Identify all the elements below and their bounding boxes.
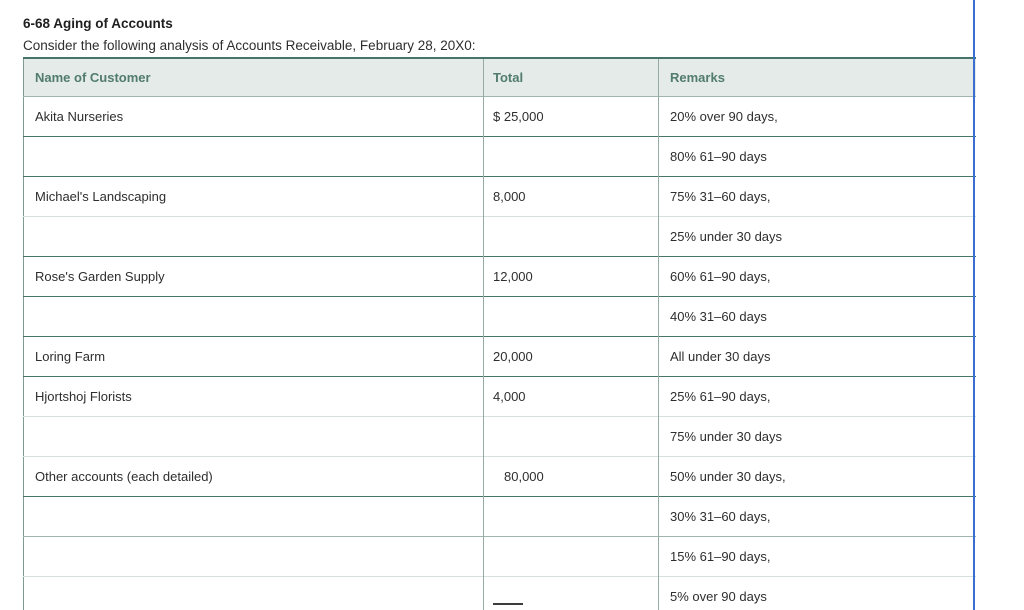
total-cell (483, 136, 659, 176)
table-row: Hjortshoj Florists 4,000 25% 61–90 days, (23, 376, 976, 416)
total-cell (483, 496, 659, 536)
remarks-cell: 75% under 30 days (658, 416, 976, 456)
customer-name-cell: Loring Farm (23, 336, 484, 376)
remarks-cell: 5% over 90 days (658, 576, 976, 610)
table-header-row: Name of Customer Total Remarks (23, 58, 976, 96)
remarks-cell: 30% 31–60 days, (658, 496, 976, 536)
table-row: Rose's Garden Supply 12,000 60% 61–90 da… (23, 256, 976, 296)
column-header-remarks: Remarks (658, 58, 976, 96)
customer-name-cell: Rose's Garden Supply (23, 256, 484, 296)
total-cell (483, 416, 659, 456)
customer-name-cell (23, 496, 484, 536)
table-row: Michael's Landscaping 8,000 75% 31–60 da… (23, 176, 976, 216)
page-subtitle: Consider the following analysis of Accou… (23, 38, 476, 53)
remarks-cell: 80% 61–90 days (658, 136, 976, 176)
total-cell: 12,000 (483, 256, 659, 296)
customer-name-cell (23, 536, 484, 576)
accounts-receivable-table: Name of Customer Total Remarks Akita Nur… (23, 57, 976, 610)
total-cell: 8,000 (483, 176, 659, 216)
table-row: 75% under 30 days (23, 416, 976, 456)
remarks-cell: 40% 31–60 days (658, 296, 976, 336)
table-row: Akita Nurseries $ 25,000 20% over 90 day… (23, 96, 976, 136)
remarks-cell: All under 30 days (658, 336, 976, 376)
customer-name-cell (23, 296, 484, 336)
remarks-cell: 25% 61–90 days, (658, 376, 976, 416)
total-cell: 80,000 (483, 456, 659, 496)
table-row: Loring Farm 20,000 All under 30 days (23, 336, 976, 376)
remarks-cell: 20% over 90 days, (658, 96, 976, 136)
customer-name-cell (23, 136, 484, 176)
remarks-cell: 25% under 30 days (658, 216, 976, 256)
page-title: 6-68 Aging of Accounts (23, 16, 173, 31)
customer-name-cell (23, 416, 484, 456)
container-right-border (973, 0, 975, 610)
table-row: 80% 61–90 days (23, 136, 976, 176)
customer-name-cell: Michael's Landscaping (23, 176, 484, 216)
remarks-cell: 75% 31–60 days, (658, 176, 976, 216)
customer-name-cell: Other accounts (each detailed) (23, 456, 484, 496)
remarks-cell: 60% 61–90 days, (658, 256, 976, 296)
table-row: 5% over 90 days (23, 576, 976, 610)
total-cell (483, 576, 659, 610)
total-cell (483, 536, 659, 576)
table-row: 15% 61–90 days, (23, 536, 976, 576)
column-header-total: Total (483, 58, 659, 96)
total-cell: 20,000 (483, 336, 659, 376)
total-cell (483, 216, 659, 256)
column-header-name-of-customer: Name of Customer (23, 58, 484, 96)
customer-name-cell (23, 216, 484, 256)
table-row: 40% 31–60 days (23, 296, 976, 336)
customer-name-cell: Hjortshoj Florists (23, 376, 484, 416)
total-cell: $ 25,000 (483, 96, 659, 136)
customer-name-cell (23, 576, 484, 610)
remarks-cell: 50% under 30 days, (658, 456, 976, 496)
table-row: Other accounts (each detailed) 80,000 50… (23, 456, 976, 496)
table-row: 30% 31–60 days, (23, 496, 976, 536)
total-cell (483, 296, 659, 336)
total-cell: 4,000 (483, 376, 659, 416)
total-sum-underline (493, 588, 523, 605)
remarks-cell: 15% 61–90 days, (658, 536, 976, 576)
customer-name-cell: Akita Nurseries (23, 96, 484, 136)
table-row: 25% under 30 days (23, 216, 976, 256)
